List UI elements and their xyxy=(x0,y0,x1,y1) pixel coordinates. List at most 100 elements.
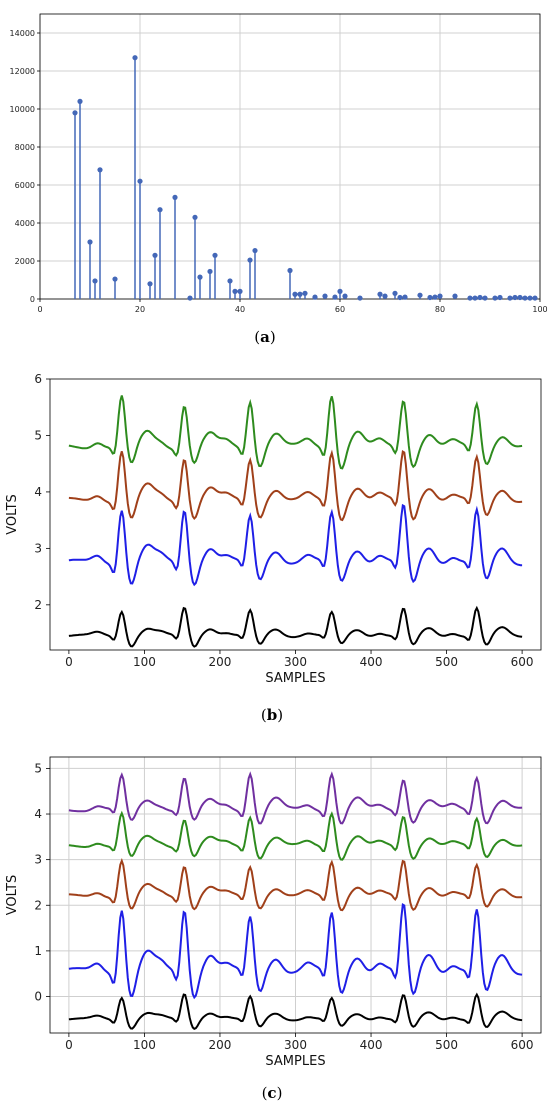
stem-marker xyxy=(207,268,213,275)
y-tick-label: 8000 xyxy=(15,143,35,152)
stem-marker xyxy=(517,294,523,301)
stem-marker xyxy=(417,292,423,298)
stem-marker xyxy=(157,207,163,213)
stem-marker xyxy=(382,293,388,299)
stem-marker xyxy=(532,295,538,301)
x-tick-label: 100 xyxy=(133,1038,156,1052)
y-tick-label: 4 xyxy=(34,807,42,821)
y-tick-label: 12000 xyxy=(10,67,35,76)
x-tick-label: 20 xyxy=(135,305,145,314)
y-tick-label: 10000 xyxy=(10,105,35,114)
stem-marker xyxy=(332,294,338,300)
stem-marker xyxy=(342,293,348,299)
x-tick-label: 0 xyxy=(65,655,73,669)
stem-marker xyxy=(292,291,298,297)
y-tick-label: 2 xyxy=(34,898,42,912)
y-tick-label: 4 xyxy=(34,485,42,499)
stem-marker xyxy=(527,295,533,301)
x-tick-label: 600 xyxy=(511,655,534,669)
stem-marker xyxy=(132,55,138,61)
y-tick-label: 14000 xyxy=(10,29,35,38)
stem-marker xyxy=(137,178,143,184)
stem-marker xyxy=(112,276,118,282)
stem-marker xyxy=(77,98,83,104)
x-axis-label: SAMPLES xyxy=(265,1054,325,1069)
stem-marker xyxy=(297,291,303,297)
y-tick-label: 2000 xyxy=(15,257,35,266)
y-axis-label: VOLTS xyxy=(5,494,20,535)
panel-c-caption: (c) xyxy=(262,1084,283,1102)
stem-marker xyxy=(452,293,458,299)
stem-marker xyxy=(357,295,363,301)
stem-marker xyxy=(467,295,473,301)
x-tick-label: 600 xyxy=(511,1038,534,1052)
stem-marker xyxy=(152,252,158,258)
stem-marker xyxy=(247,257,253,263)
x-tick-label: 100 xyxy=(532,305,547,314)
stem-marker xyxy=(197,274,203,280)
x-tick-label: 400 xyxy=(360,1038,383,1052)
stem-marker xyxy=(322,293,328,299)
series-line xyxy=(68,857,523,912)
stem-marker xyxy=(427,294,433,301)
stem-marker xyxy=(287,267,293,274)
y-tick-label: 1 xyxy=(34,944,42,958)
panel-c-letter: c xyxy=(267,1084,276,1102)
stem-marker xyxy=(437,293,443,299)
plot-area xyxy=(50,379,541,650)
stem-marker xyxy=(172,194,178,200)
stem-marker xyxy=(392,290,398,296)
panel-a-letter: a xyxy=(260,328,270,346)
x-tick-label: 60 xyxy=(335,305,345,314)
y-axis-label: VOLTS xyxy=(5,875,20,916)
panel-b-line-chart: 0 100 200 300 400 500 600 2 3 4 5 6 SAMPLES VOLTS xyxy=(5,372,542,686)
panel-c-line-chart: 0 100 200 300 400 500 600 0 1 2 3 4 5 SAMPLES VOLTS xyxy=(5,756,542,1069)
x-tick-label: 500 xyxy=(435,655,458,669)
x-tick-label: 200 xyxy=(209,655,232,669)
x-tick-label: 200 xyxy=(209,1038,232,1052)
y-tick-label: 6000 xyxy=(15,181,35,190)
stem-marker xyxy=(232,288,238,294)
x-tick-label: 300 xyxy=(284,655,307,669)
series-line xyxy=(68,902,523,1000)
plot-area xyxy=(40,14,540,299)
y-tick-label: 4000 xyxy=(15,219,35,228)
stem-marker xyxy=(402,294,408,300)
stem-marker xyxy=(507,295,513,301)
panel-b-letter: b xyxy=(267,706,278,724)
stem-marker xyxy=(472,295,478,301)
stem-marker xyxy=(497,294,503,301)
stem-marker xyxy=(312,294,318,300)
x-tick-label: 300 xyxy=(284,1038,307,1052)
stem-marker xyxy=(377,291,383,297)
y-tick-label: 0 xyxy=(30,295,35,304)
stem-marker xyxy=(192,214,198,220)
stem-marker xyxy=(477,294,483,301)
stem-marker xyxy=(522,295,528,301)
stem-marker xyxy=(212,252,218,258)
series-line xyxy=(68,810,523,861)
x-tick-label: 500 xyxy=(435,1038,458,1052)
panel-a-stem-chart: 0 20 40 60 80 100 0 2000 4000 6000 8000 10000 12000 1… xyxy=(10,13,548,314)
stem-marker xyxy=(147,281,153,287)
series-line xyxy=(68,449,523,522)
stem-marker xyxy=(432,294,438,300)
x-tick-label: 80 xyxy=(435,305,445,314)
series-line xyxy=(68,605,523,648)
x-tick-label: 400 xyxy=(360,655,383,669)
series-line xyxy=(68,771,523,825)
stem-marker xyxy=(237,288,243,294)
stem-marker xyxy=(337,288,343,294)
x-tick-label: 40 xyxy=(235,305,245,314)
y-tick-label: 5 xyxy=(34,428,42,442)
panel-a-caption: (a) xyxy=(254,328,275,346)
y-tick-label: 0 xyxy=(34,990,42,1004)
x-tick-label: 0 xyxy=(37,305,42,314)
stem-marker xyxy=(72,110,78,116)
stem-marker xyxy=(87,239,93,245)
x-tick-label: 0 xyxy=(65,1038,73,1052)
y-tick-label: 5 xyxy=(34,761,42,775)
stem-marker xyxy=(397,294,403,301)
stem-marker xyxy=(227,278,233,284)
